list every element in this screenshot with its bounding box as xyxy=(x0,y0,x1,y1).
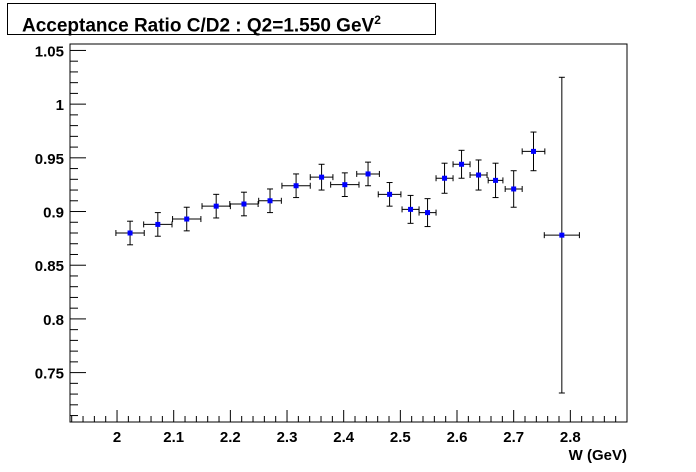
y-tick-label: 0.75 xyxy=(35,366,64,383)
x-tick-label: 2.8 xyxy=(560,429,581,446)
data-point xyxy=(184,216,190,222)
data-point xyxy=(155,221,161,227)
data-point xyxy=(213,203,219,209)
data-point xyxy=(476,172,482,178)
plot-frame xyxy=(69,43,628,423)
data-point xyxy=(342,182,348,188)
y-tick-label: 1.05 xyxy=(35,43,64,60)
x-tick-label: 2.7 xyxy=(503,429,524,446)
x-tick-label: 2 xyxy=(113,429,121,446)
y-tick-label: 0.8 xyxy=(43,312,64,329)
data-point xyxy=(293,183,299,189)
data-point xyxy=(127,230,133,236)
x-axis-label: W (GeV) xyxy=(569,447,627,464)
data-point xyxy=(531,148,537,154)
x-tick-label: 2.2 xyxy=(220,429,241,446)
data-point xyxy=(387,191,393,197)
chart-title: Acceptance Ratio C/D2 : Q2=1.550 GeV2 xyxy=(7,3,436,37)
data-point xyxy=(365,171,371,177)
chart-title-superscript: 2 xyxy=(374,13,381,27)
y-tick-label: 0.95 xyxy=(35,151,64,168)
x-tick-label: 2.6 xyxy=(447,429,468,446)
chart-title-text: Acceptance Ratio C/D2 : Q2=1.550 GeV xyxy=(22,15,375,37)
data-point xyxy=(511,186,517,192)
data-point xyxy=(493,177,499,183)
data-point xyxy=(559,232,565,238)
x-tick-label: 2.1 xyxy=(163,429,184,446)
data-point xyxy=(267,198,273,204)
data-point xyxy=(408,206,414,212)
x-tick-label: 2.5 xyxy=(390,429,411,446)
x-tick-label: 2.3 xyxy=(277,429,298,446)
y-tick-label: 1 xyxy=(56,97,64,114)
x-tick-label: 2.4 xyxy=(333,429,355,446)
data-point xyxy=(459,161,465,167)
data-point xyxy=(319,174,325,180)
data-point xyxy=(425,210,431,216)
data-point xyxy=(442,175,448,181)
data-point xyxy=(241,201,247,207)
y-tick-label: 0.85 xyxy=(35,258,64,275)
y-tick-label: 0.9 xyxy=(43,205,64,222)
